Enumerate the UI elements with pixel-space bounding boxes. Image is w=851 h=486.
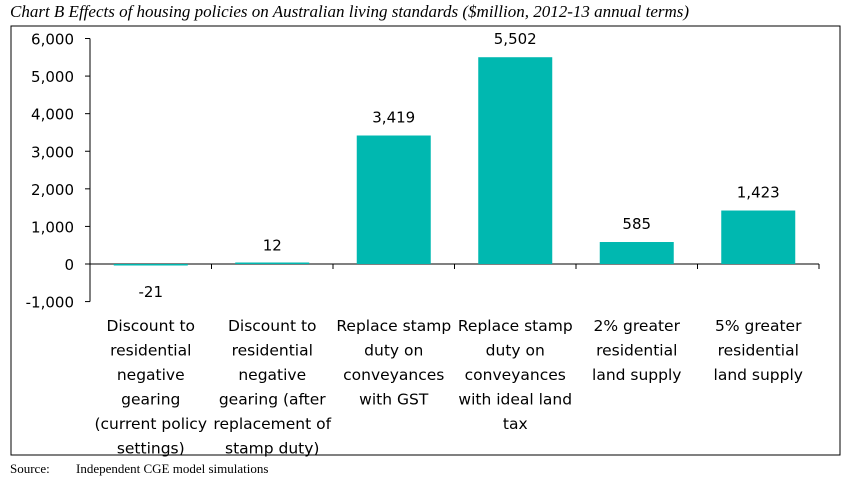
x-category-label: Discount to (106, 317, 195, 335)
x-category-label: Discount to (228, 317, 317, 335)
data-label: 12 (263, 237, 282, 255)
x-category-label: 5% greater (715, 317, 802, 335)
y-tick-label: 0 (64, 256, 74, 274)
x-category-label: replacement of (213, 415, 331, 433)
bar (113, 264, 188, 266)
x-category-label: with GST (359, 391, 429, 409)
x-category-label: gearing (121, 391, 180, 409)
x-category-label: negative (117, 366, 185, 384)
source-note: Source: Independent CGE model simulations (10, 461, 268, 477)
x-category-label: land supply (592, 366, 681, 384)
x-category-label: settings) (117, 440, 185, 458)
x-category-label: with ideal land (458, 391, 572, 409)
x-category-label: Replace stamp (458, 317, 573, 335)
x-category-label: residential (718, 342, 799, 360)
y-tick-label: 1,000 (31, 218, 74, 236)
data-label: 5,502 (494, 30, 537, 48)
x-category-label: 2% greater (594, 317, 681, 335)
x-category-label: stamp duty) (225, 440, 319, 458)
x-category-label: residential (110, 342, 191, 360)
chart-border (10, 25, 841, 456)
y-tick-label: -1,000 (26, 294, 74, 312)
y-tick-label: 5,000 (31, 68, 74, 86)
data-label: 3,419 (372, 109, 415, 127)
x-category-label: residential (596, 342, 677, 360)
x-category-label: duty on (364, 342, 423, 360)
bar (478, 57, 553, 265)
source-text: Independent CGE model simulations (76, 461, 269, 476)
x-category-label: (current policy (94, 415, 207, 433)
source-label: Source: (10, 461, 50, 476)
bar (721, 210, 796, 264)
data-label: 585 (622, 215, 651, 233)
x-category-label: gearing (after (219, 391, 326, 409)
data-label: 1,423 (737, 184, 780, 202)
y-tick-label: 3,000 (31, 143, 74, 161)
x-category-label: duty on (486, 342, 545, 360)
y-tick-label: 4,000 (31, 106, 74, 124)
x-category-label: Replace stamp (336, 317, 451, 335)
x-category-label: tax (503, 415, 528, 433)
x-category-label: negative (238, 366, 306, 384)
x-category-label: conveyances (465, 366, 566, 384)
data-label: -21 (139, 283, 164, 301)
chart-title: Chart B Effects of housing policies on A… (10, 2, 690, 21)
bar (599, 242, 674, 264)
y-tick-label: 2,000 (31, 181, 74, 199)
y-tick-label: 6,000 (31, 31, 74, 49)
x-category-label: residential (232, 342, 313, 360)
x-category-label: conveyances (343, 366, 444, 384)
bar (235, 262, 310, 264)
x-category-label: land supply (714, 366, 803, 384)
bar (356, 135, 431, 264)
